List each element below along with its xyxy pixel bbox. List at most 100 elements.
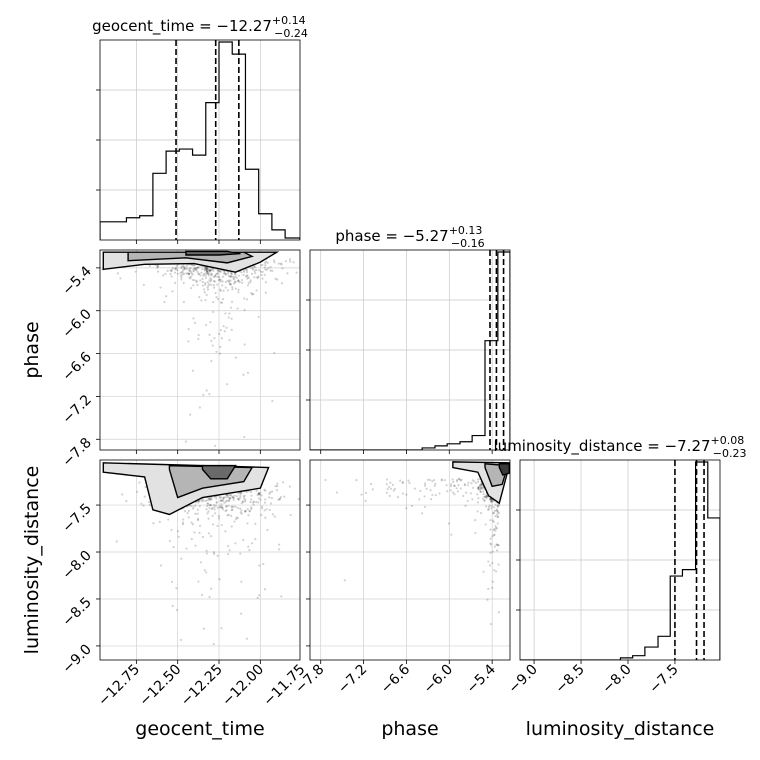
sample-point — [286, 272, 289, 275]
sample-point — [230, 272, 233, 275]
sample-point — [477, 497, 480, 500]
sample-point — [496, 515, 499, 518]
sample-point — [485, 495, 488, 498]
sample-point — [237, 279, 240, 282]
sample-point — [230, 495, 233, 498]
sample-point — [241, 500, 244, 503]
sample-point — [232, 497, 235, 500]
sample-point — [491, 519, 495, 522]
x-tick-label-luminosity_distance: −8.0 — [599, 662, 634, 697]
sample-point — [480, 483, 483, 486]
sample-point — [192, 505, 195, 508]
sample-point — [231, 506, 234, 509]
sample-point — [212, 283, 216, 287]
sample-point — [194, 504, 197, 507]
sample-point — [176, 272, 179, 275]
sample-point — [229, 283, 232, 286]
marginal-geocent_time-frame — [99, 39, 301, 241]
sample-point — [225, 326, 228, 329]
sample-point — [183, 266, 186, 270]
sample-point — [396, 496, 400, 499]
sample-point — [227, 513, 230, 517]
sample-point — [227, 316, 230, 319]
sample-point — [425, 487, 428, 490]
sample-point — [218, 332, 221, 335]
sample-point — [203, 569, 206, 572]
sample-point — [235, 495, 239, 498]
sample-point — [195, 267, 198, 270]
sample-point — [429, 489, 432, 492]
sample-point — [237, 492, 240, 495]
sample-point — [485, 497, 488, 500]
sample-point — [206, 502, 209, 505]
y-axis-title-luminosity_distance: luminosity_distance — [21, 466, 43, 655]
sample-point — [210, 360, 213, 363]
sample-point — [263, 266, 266, 269]
sample-point — [228, 496, 231, 500]
sample-point — [401, 492, 405, 495]
sample-point — [194, 512, 197, 515]
sample-point — [231, 285, 234, 289]
sample-point — [263, 501, 267, 504]
sample-point — [166, 269, 169, 272]
sample-point — [369, 482, 373, 486]
sample-point — [489, 528, 492, 531]
sample-point — [209, 503, 212, 506]
sample-point — [492, 529, 495, 532]
sample-point — [158, 520, 161, 524]
sample-point — [496, 511, 499, 514]
sample-point — [205, 389, 208, 392]
samples — [101, 257, 298, 447]
sample-point — [205, 269, 208, 272]
sample-point — [212, 275, 215, 279]
sample-point — [486, 598, 489, 601]
sample-point — [232, 277, 236, 280]
sample-point — [203, 272, 206, 276]
sample-point — [194, 544, 197, 547]
sample-point — [233, 494, 236, 497]
sample-point — [181, 273, 184, 276]
sample-point — [242, 273, 245, 276]
x-tick-label-geocent_time: −12.75 — [95, 662, 143, 710]
sample-point — [236, 307, 239, 310]
y-tick-label-phase: −7.8 — [59, 435, 94, 470]
sample-point — [250, 498, 253, 501]
sample-point — [282, 481, 285, 484]
sample-point — [203, 268, 206, 271]
sample-point — [249, 279, 252, 282]
sample-point — [261, 263, 264, 267]
sample-point — [267, 267, 270, 270]
sample-point — [247, 276, 250, 280]
sample-point — [496, 515, 499, 519]
sample-point — [207, 270, 210, 273]
sample-point — [225, 494, 229, 497]
sample-point — [491, 535, 494, 538]
sample-point — [277, 548, 281, 551]
sample-point — [453, 484, 456, 488]
sample-point — [219, 270, 223, 273]
sample-point — [495, 543, 499, 546]
sample-point — [230, 273, 233, 276]
sample-point — [208, 498, 211, 502]
sample-point — [467, 481, 470, 484]
sample-point — [263, 488, 266, 491]
sample-point — [283, 495, 286, 498]
sample-point — [479, 487, 482, 490]
sample-point — [268, 496, 271, 499]
sample-point — [184, 440, 188, 443]
sample-point — [239, 496, 242, 499]
sample-point — [443, 478, 446, 482]
sample-point — [245, 270, 249, 274]
sample-point — [192, 270, 195, 273]
sample-point — [230, 275, 233, 278]
sample-point — [210, 507, 213, 511]
sample-point — [229, 279, 232, 282]
sample-point — [179, 638, 183, 641]
sample-point — [246, 284, 250, 287]
sample-point — [189, 275, 193, 278]
sample-point — [250, 507, 253, 511]
sample-point — [198, 661, 200, 663]
x-tick-label-phase: −6.0 — [421, 662, 456, 697]
sample-point — [218, 578, 221, 581]
sample-point — [250, 506, 253, 509]
